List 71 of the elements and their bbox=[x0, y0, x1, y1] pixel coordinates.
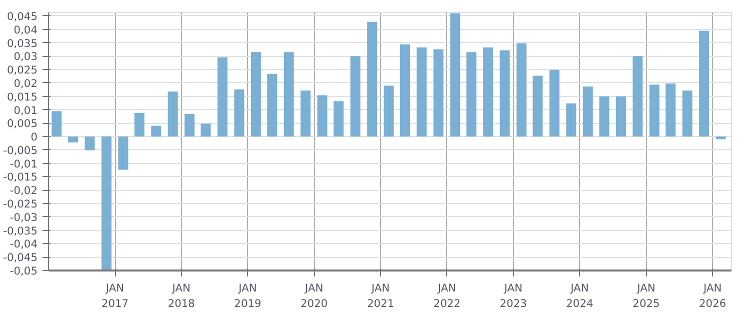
bar bbox=[151, 126, 162, 137]
y-tick-label: 0,005 bbox=[6, 117, 38, 130]
x-tick-label: JAN 2020 bbox=[300, 282, 328, 310]
bar bbox=[84, 136, 95, 150]
bar bbox=[118, 136, 128, 170]
bar bbox=[433, 49, 444, 137]
y-tick-label: 0,01 bbox=[14, 104, 38, 117]
bar bbox=[267, 74, 278, 137]
bar bbox=[134, 112, 144, 137]
x-tick-label: JAN 2022 bbox=[433, 282, 461, 310]
bar bbox=[52, 111, 62, 137]
y-tick-label: 0,03 bbox=[14, 50, 38, 64]
x-tick-label: JAN 2024 bbox=[566, 282, 594, 310]
y-tick-label: -0,02 bbox=[10, 184, 38, 198]
x-tick-label: JAN 2026 bbox=[699, 282, 726, 310]
bar bbox=[699, 30, 710, 137]
bar bbox=[217, 57, 228, 137]
x-tick-label: JAN 2023 bbox=[500, 282, 527, 310]
y-tick-label: -0,005 bbox=[3, 144, 38, 157]
bar bbox=[168, 92, 178, 137]
x-tick-label: JAN 2025 bbox=[632, 282, 660, 310]
bar bbox=[516, 43, 527, 137]
bar bbox=[682, 90, 692, 137]
y-tick-label: -0,035 bbox=[3, 224, 38, 238]
bar bbox=[649, 84, 660, 137]
bar bbox=[450, 13, 460, 137]
bar bbox=[616, 96, 626, 137]
bar bbox=[666, 83, 676, 137]
bar bbox=[582, 86, 593, 137]
y-tick-label: 0,015 bbox=[6, 90, 38, 104]
y-tick-label: 0,04 bbox=[14, 23, 38, 36]
y-tick-label: 0,02 bbox=[14, 76, 38, 90]
bar bbox=[234, 89, 244, 137]
y-tick-label: 0,035 bbox=[6, 36, 38, 50]
bar bbox=[317, 95, 328, 137]
bar bbox=[334, 101, 344, 137]
y-tick-label: -0,03 bbox=[10, 210, 38, 224]
bar bbox=[250, 52, 261, 137]
bar bbox=[284, 52, 294, 137]
bar bbox=[367, 22, 378, 137]
x-tick-label: JAN 2018 bbox=[168, 282, 196, 310]
y-tick-label: -0,04 bbox=[10, 238, 38, 251]
bar bbox=[483, 47, 494, 137]
y-tick-label: 0,025 bbox=[6, 64, 38, 77]
bar bbox=[716, 136, 726, 140]
x-tick-label: JAN 2017 bbox=[101, 282, 129, 310]
bar bbox=[632, 56, 643, 137]
bar bbox=[416, 47, 427, 137]
bar bbox=[68, 136, 78, 142]
bar bbox=[384, 86, 394, 137]
bar bbox=[500, 50, 510, 137]
y-tick-label: -0,045 bbox=[3, 251, 38, 264]
bar bbox=[566, 103, 576, 137]
y-tick-label: -0,01 bbox=[10, 157, 38, 170]
x-tick-label: JAN 2019 bbox=[234, 282, 262, 310]
y-tick-label: -0,025 bbox=[3, 198, 38, 211]
bar bbox=[101, 136, 112, 270]
bar bbox=[599, 96, 610, 137]
y-tick-label: 0,045 bbox=[6, 10, 38, 23]
bar bbox=[350, 56, 360, 137]
bar bbox=[300, 90, 311, 137]
bar bbox=[400, 44, 410, 137]
x-tick-label: JAN 2021 bbox=[367, 282, 394, 310]
bar bbox=[184, 114, 195, 137]
y-tick-label: 0 bbox=[30, 130, 38, 144]
y-tick-label: -0,05 bbox=[10, 264, 38, 278]
bar bbox=[200, 124, 211, 137]
bar bbox=[549, 70, 560, 137]
bar bbox=[532, 76, 543, 137]
y-tick-label: -0,015 bbox=[3, 170, 38, 184]
bar bbox=[466, 52, 476, 137]
